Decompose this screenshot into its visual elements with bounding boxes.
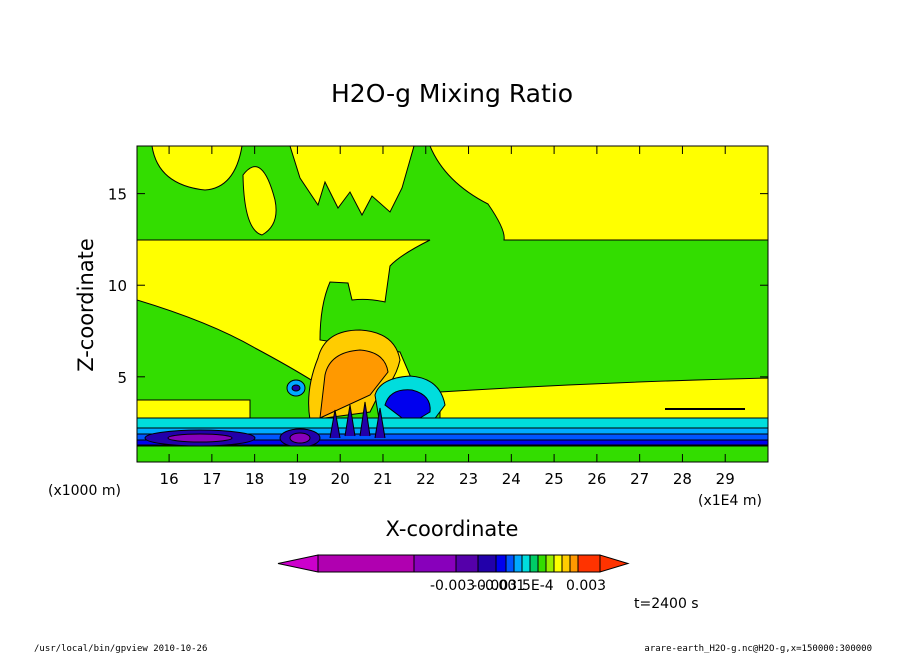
x-tick-label: 29 (716, 470, 735, 488)
x-tick-label: 17 (202, 470, 221, 488)
colorbar-label-4: 5E-4 (522, 578, 554, 594)
y-axis-label: Z-coordinate (74, 238, 98, 372)
colorbar-swatch (477, 554, 497, 573)
x-tick-label: 23 (459, 470, 478, 488)
time-label: t=2400 s (634, 596, 699, 612)
magenta-layer-core (167, 433, 233, 443)
colorbar-swatch (561, 554, 571, 573)
plot-frame (136, 145, 769, 463)
x-tick-label: 22 (416, 470, 435, 488)
colorbar-swatch (413, 554, 457, 573)
x-axis-label: X-coordinate (386, 517, 519, 541)
colorbar-swatch (537, 554, 547, 573)
x-tick-label: 25 (545, 470, 564, 488)
colorbar-label-3: -0.001 (480, 578, 525, 594)
colorbar-swatch (505, 554, 515, 573)
x-tick-label: 20 (331, 470, 350, 488)
colorbar-arrow-left (277, 554, 319, 573)
colorbar-label-2: -0.003 (472, 578, 517, 594)
x-tick-label: 26 (587, 470, 606, 488)
orange-plume-core (319, 349, 389, 419)
y-unit-label: (x1000 m) (48, 483, 121, 499)
colorbar-swatch (553, 554, 563, 573)
colorbar-label-5: 0.003 (566, 578, 606, 594)
x-axis-ticks: 16 17 18 19 20 21 22 23 24 25 26 27 28 29 (160, 146, 735, 488)
colorbar-swatch (545, 554, 555, 573)
colorbar-swatch (317, 554, 415, 573)
colorbar-swatch (513, 554, 523, 573)
blue-patch (384, 389, 431, 425)
x-tick-label: 19 (288, 470, 307, 488)
y-axis-ticks: 5 10 15 (108, 186, 768, 387)
x-tick-label: 28 (673, 470, 692, 488)
colorbar-swatch (569, 554, 579, 573)
colorbar-swatch (577, 554, 601, 573)
colorbar-swatch (455, 554, 479, 573)
x-tick-label: 21 (373, 470, 392, 488)
yellow-region-upper-left (151, 146, 243, 191)
y-tick-label: 15 (108, 186, 127, 204)
plot-area: 16 17 18 19 20 21 22 23 24 25 26 27 28 29 5 10 15 (108, 145, 769, 488)
blue-blob-core (291, 384, 301, 392)
yellow-region-upper-right (429, 146, 768, 241)
x-tick-label: 27 (630, 470, 649, 488)
dark-blue-band (137, 439, 768, 446)
colorbar-swatch (521, 554, 531, 573)
colorbar-swatch (495, 554, 507, 573)
magenta-layer-mid-core (289, 432, 311, 444)
x-unit-label: (x1E4 m) (698, 493, 762, 509)
yellow-streaks (289, 146, 415, 217)
yellow-region-upper-mid (242, 166, 277, 236)
green-surface-layer (137, 445, 768, 462)
y-tick-label: 10 (108, 277, 127, 295)
footer-right: arare-earth_H2O-g.nc@H2O-g,x=150000:3000… (644, 644, 872, 654)
footer-left: /usr/local/bin/gpview 2010-10-26 (34, 644, 207, 654)
x-tick-label: 16 (160, 470, 179, 488)
colorbar-label-1: -0.003 (430, 578, 475, 594)
dark-striations (329, 401, 386, 439)
colorbar-arrow-right (599, 554, 630, 573)
colorbar (277, 554, 630, 573)
x-tick-label: 18 (245, 470, 264, 488)
chart-title: H2O-g Mixing Ratio (331, 79, 573, 108)
x-tick-label: 24 (502, 470, 521, 488)
y-tick-label: 5 (117, 369, 127, 387)
colorbar-swatch (529, 554, 539, 573)
